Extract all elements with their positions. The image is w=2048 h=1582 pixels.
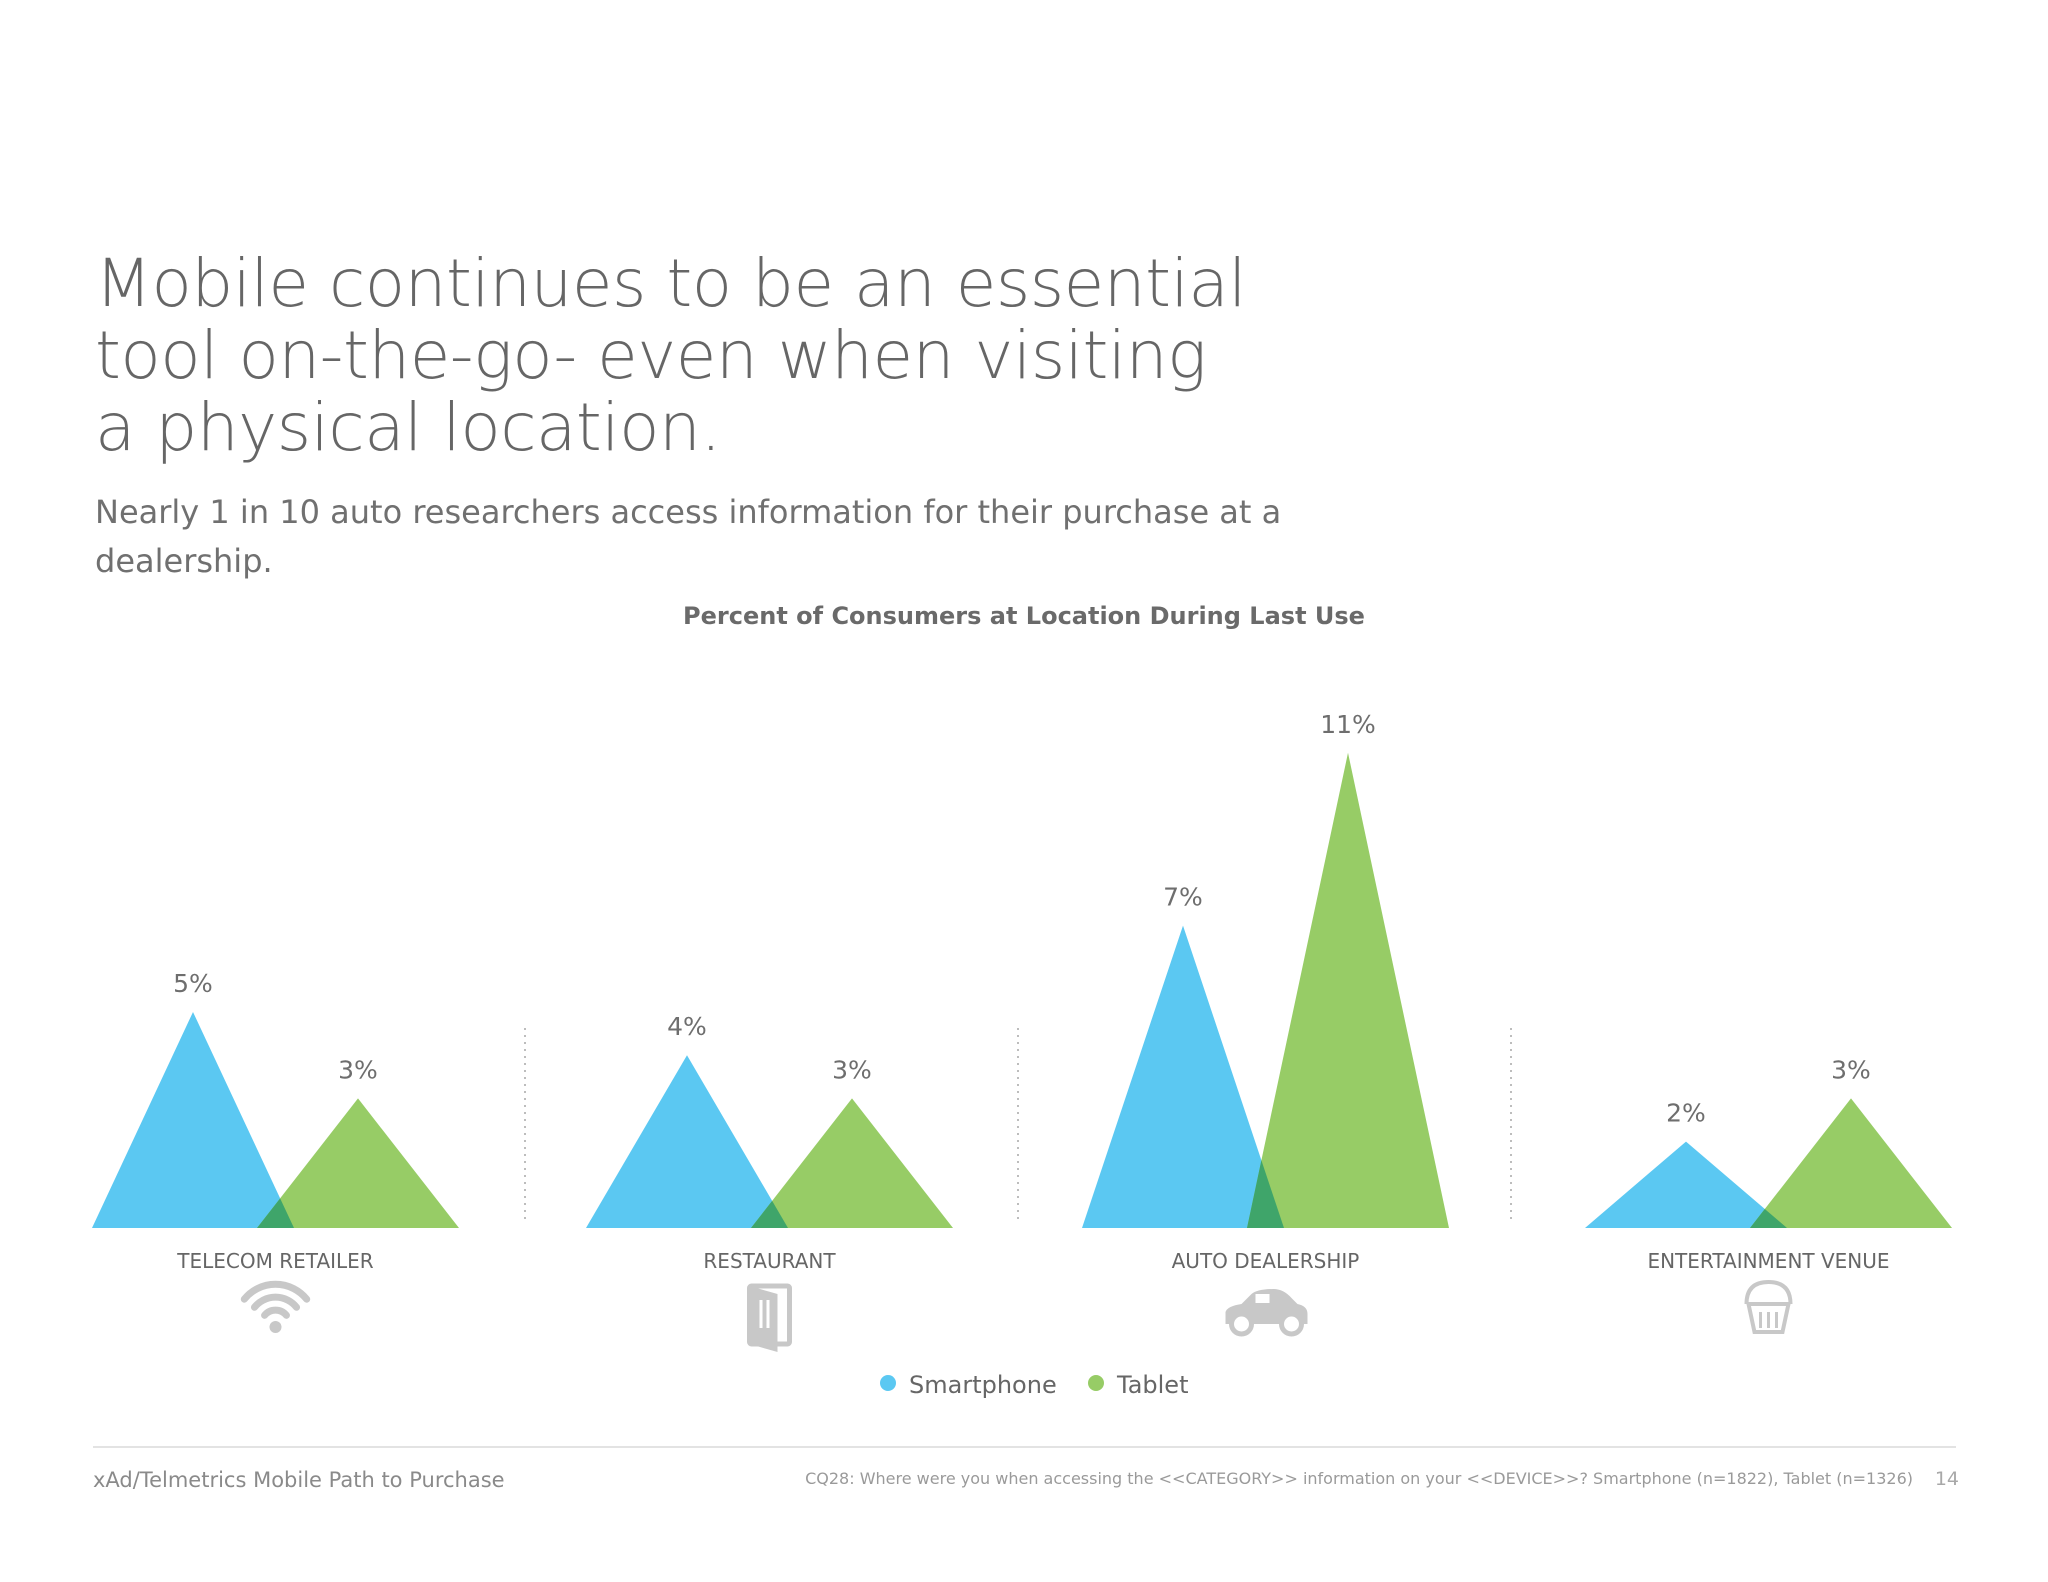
consumer-location-chart: Percent of Consumers at Location During … [92,602,1952,1399]
legend-label-smartphone: Smartphone [909,1371,1057,1399]
chart-marks: 5% 3% TELECOM RETAILER 4% 3% RESTAURANT 7% 11% A… [92,710,1952,1352]
headline-line-2: tool on-the-go- even when visiting [95,317,1207,394]
overlap-2 [1247,1160,1284,1228]
data-label-tablet-0: 3% [338,1055,378,1084]
category-label-3: ENTERTAINMENT VENUE [1647,1249,1889,1273]
chart-legend: Smartphone Tablet [880,1371,1188,1399]
legend-label-tablet: Tablet [1116,1371,1188,1399]
bar-tablet-3 [1750,1098,1952,1228]
footer-source: xAd/Telmetrics Mobile Path to Purchase [93,1468,505,1492]
wifi-icon [240,1280,311,1333]
data-label-smartphone-1: 4% [667,1012,707,1041]
footer-survey-note: CQ28: Where were you when accessing the … [805,1469,1913,1488]
page-number: 14 [1934,1468,1959,1490]
bar-tablet-0 [257,1098,459,1228]
category-label-0: TELECOM RETAILER [176,1249,374,1273]
legend-swatch-tablet [1088,1375,1104,1391]
category-label-2: AUTO DEALERSHIP [1172,1249,1360,1273]
data-label-smartphone-0: 5% [173,969,213,998]
bar-smartphone-3 [1585,1141,1787,1228]
headline-line-1: Mobile continues to be an essential [95,245,1247,322]
headline-line-3: a physical location. [95,389,721,466]
data-label-tablet-1: 3% [832,1055,872,1084]
subhead: Nearly 1 in 10 auto researchers access i… [95,493,1282,580]
category-label-1: RESTAURANT [703,1249,836,1273]
popcorn-icon [1744,1279,1793,1334]
data-label-tablet-3: 3% [1831,1055,1871,1084]
bar-tablet-2 [1247,752,1449,1228]
headline: Mobile continues to be an essential tool… [95,248,1395,464]
legend-swatch-smartphone [880,1375,896,1391]
data-label-smartphone-3: 2% [1666,1099,1706,1128]
overlap-1 [751,1200,788,1228]
overlap-3 [1750,1209,1787,1228]
bar-smartphone-1 [586,1055,788,1228]
car-icon [1225,1289,1308,1337]
footer-divider [93,1446,1956,1448]
bar-smartphone-2 [1082,925,1284,1228]
overlap-0 [257,1198,294,1228]
bar-tablet-1 [751,1098,953,1228]
chart-title: Percent of Consumers at Location During … [683,602,1365,630]
bar-smartphone-0 [92,1012,294,1228]
data-label-smartphone-2: 7% [1163,883,1203,912]
data-label-tablet-2: 11% [1320,710,1376,739]
fork-knife-door-icon [747,1283,792,1352]
